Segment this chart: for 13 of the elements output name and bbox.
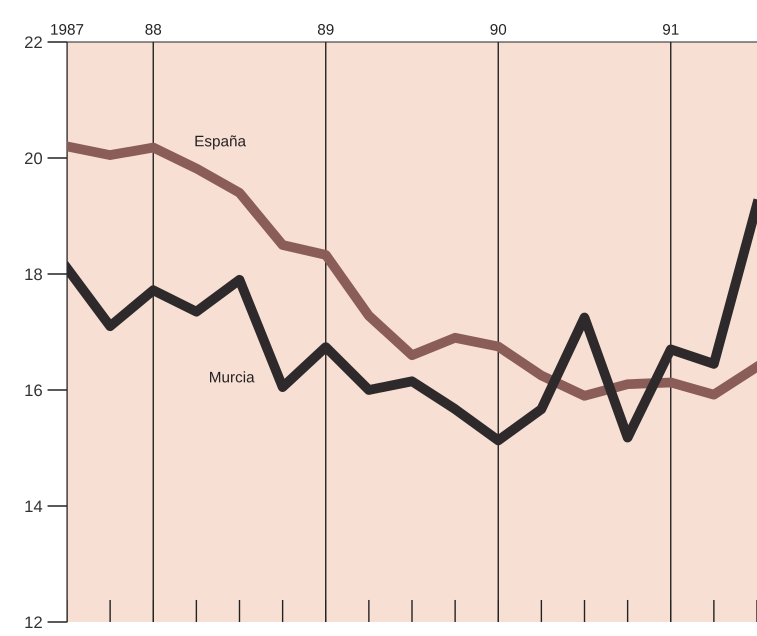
x-tick-label: 89 — [318, 24, 334, 35]
y-tick-label: 20 — [24, 152, 42, 164]
x-tick-label: 91 — [662, 24, 678, 35]
series-label: Murcia — [210, 371, 255, 382]
y-tick-label: 14 — [25, 500, 42, 512]
x-tick-label: 88 — [145, 24, 162, 35]
x-tick-label: 90 — [490, 24, 506, 35]
y-tick-label: 18 — [25, 268, 42, 280]
y-tick-label: 22 — [24, 36, 42, 48]
x-tick-label: 1987 — [51, 24, 84, 35]
y-tick-label: 12 — [25, 616, 42, 628]
series-label: España — [195, 135, 246, 150]
y-tick-label: 16 — [25, 384, 42, 396]
